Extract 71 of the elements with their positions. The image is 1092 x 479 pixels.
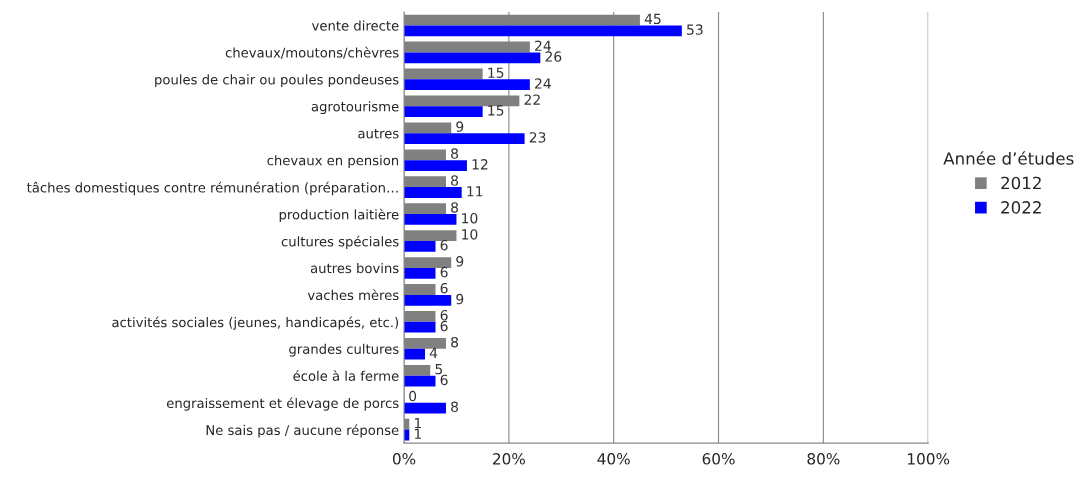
y-tick-label: chevaux en pension xyxy=(267,155,399,168)
y-tick-label: autres xyxy=(358,128,399,139)
bar xyxy=(404,25,682,37)
bar xyxy=(404,79,530,91)
data-label: 10 xyxy=(462,229,478,240)
data-label: 45 xyxy=(644,13,661,25)
x-tick-label: 20% xyxy=(493,453,526,465)
y-tick-label: vente directe xyxy=(311,20,399,31)
data-label: 9 xyxy=(456,293,464,305)
data-label: 22 xyxy=(524,94,540,105)
y-tick-label: poules de chair ou poules pondeuses xyxy=(155,74,399,88)
x-tick-label: 80% xyxy=(807,453,840,465)
legend-title: Année d’études xyxy=(943,151,1074,165)
x-tick-label: 60% xyxy=(702,453,735,465)
data-label: 0 xyxy=(409,390,417,402)
x-tick-label: 100% xyxy=(908,453,950,465)
data-label: 1 xyxy=(414,417,421,429)
y-tick-label: tâches domestiques contre rémunération (préparation… xyxy=(26,181,398,196)
data-label: 8 xyxy=(451,175,459,186)
data-label: 8 xyxy=(451,202,459,213)
data-label: 8 xyxy=(451,148,459,159)
data-label: 4 xyxy=(429,347,438,358)
data-label: 6 xyxy=(440,374,448,386)
bar xyxy=(404,402,446,414)
data-label: 26 xyxy=(545,51,562,62)
bar xyxy=(404,348,426,360)
bar xyxy=(404,52,541,64)
bar xyxy=(404,241,436,252)
data-label: 24 xyxy=(535,78,551,89)
data-label: 53 xyxy=(687,24,703,35)
bar xyxy=(404,294,452,306)
y-tick-label: activités sociales (jeunes, handicapés, etc.) xyxy=(112,316,399,330)
bar xyxy=(404,106,483,118)
y-tick-label: chevaux/moutons/chèvres xyxy=(225,46,399,59)
data-label: 1 xyxy=(414,428,421,439)
data-label: 8 xyxy=(451,336,459,348)
bar xyxy=(404,133,525,144)
data-label: 6 xyxy=(440,320,448,332)
y-tick-label: Ne sais pas / aucune réponse xyxy=(206,424,399,438)
data-label: 10 xyxy=(462,212,478,224)
y-tick-label: vaches mères xyxy=(307,289,399,301)
data-label: 6 xyxy=(440,239,448,251)
legend-label: 2012 xyxy=(1001,176,1041,190)
y-tick-label: production laitière xyxy=(279,208,399,223)
data-label: 24 xyxy=(535,40,551,51)
data-label: 9 xyxy=(456,256,464,267)
data-label: 8 xyxy=(451,401,459,413)
x-tick-label: 40% xyxy=(597,453,630,465)
y-tick-label: agrotourisme xyxy=(311,101,399,115)
data-label: 5 xyxy=(435,364,443,375)
data-label: 11 xyxy=(467,186,483,197)
y-tick-label: grandes cultures xyxy=(289,343,399,357)
y-tick-label: cultures spéciales xyxy=(281,235,399,250)
bar xyxy=(404,267,436,279)
x-tick-label: 0% xyxy=(392,453,416,465)
bar xyxy=(404,160,467,171)
bar xyxy=(404,321,436,333)
legend-label: 2022 xyxy=(1001,201,1041,214)
data-label: 6 xyxy=(440,309,448,321)
data-label: 6 xyxy=(440,283,448,294)
bar xyxy=(404,214,457,225)
data-label: 15 xyxy=(488,67,504,78)
bar xyxy=(404,187,462,198)
data-label: 6 xyxy=(440,266,448,278)
data-label: 12 xyxy=(472,159,488,170)
y-tick-label: école à la ferme xyxy=(293,370,399,381)
data-label: 23 xyxy=(529,132,546,143)
y-tick-label: autres bovins xyxy=(310,262,399,274)
data-label: 15 xyxy=(488,105,504,116)
data-label: 9 xyxy=(456,121,464,132)
y-tick-label: engraissement et élevage de porcs xyxy=(166,397,399,411)
